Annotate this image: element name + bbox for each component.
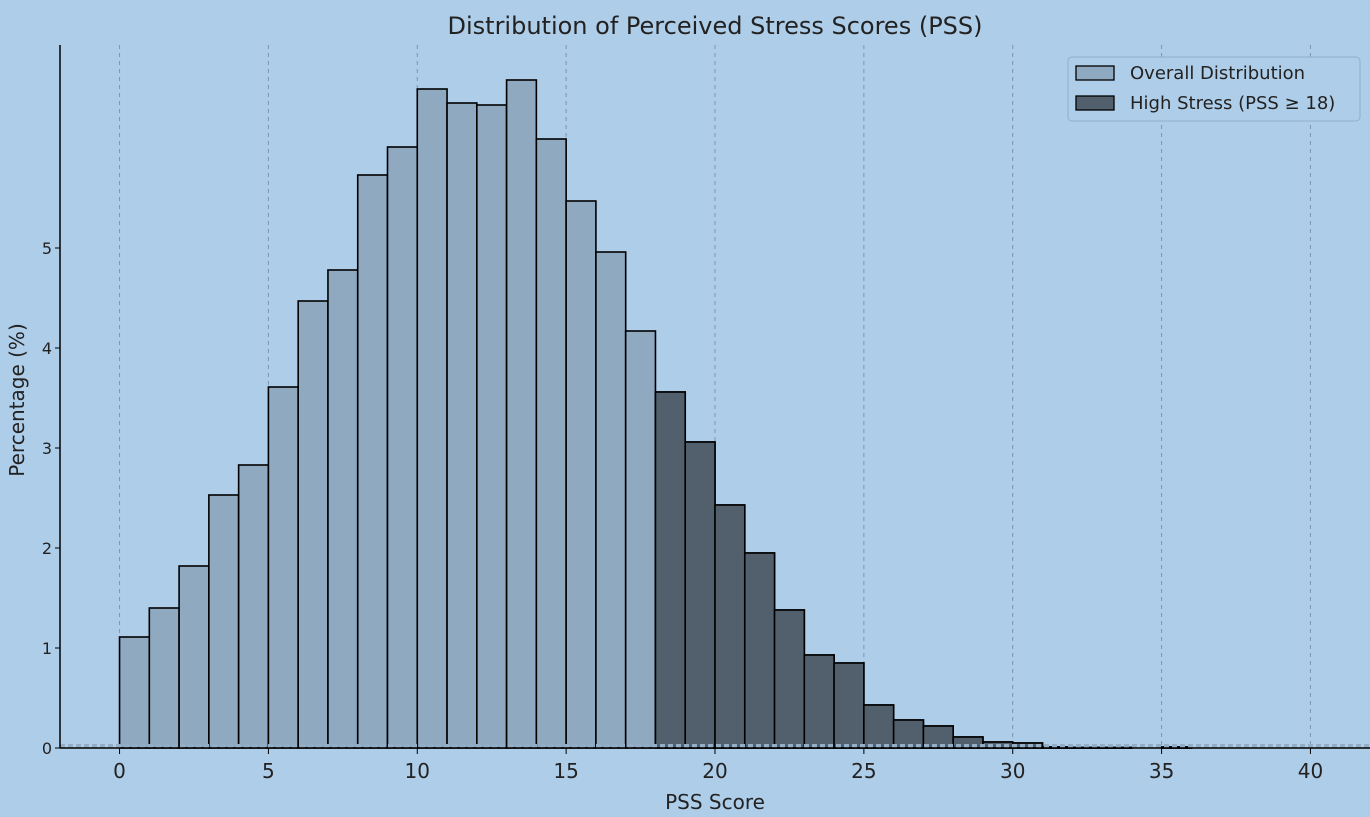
overall-bar <box>148 607 180 749</box>
y-tick-label: 5 <box>42 239 52 258</box>
overall-bar <box>505 79 538 749</box>
high-stress-bar <box>684 441 716 749</box>
overall-bar <box>118 636 151 749</box>
y-tick-label: 4 <box>42 339 52 358</box>
high-stress-bar <box>833 662 865 749</box>
legend-label-overall: Overall Distribution <box>1130 63 1305 84</box>
overall-bar <box>476 104 508 749</box>
overall-bar <box>386 146 419 749</box>
overall-bar <box>416 88 448 749</box>
overall-bar <box>535 138 567 749</box>
overall-bar <box>446 102 478 749</box>
legend: Overall Distribution High Stress (PSS ≥ … <box>1067 56 1361 122</box>
legend-box <box>1067 56 1361 122</box>
high-stress-bar <box>892 719 925 749</box>
overall-bar <box>624 330 657 749</box>
overall-bar <box>267 386 299 749</box>
bars <box>60 79 1370 749</box>
overall-bar <box>297 300 329 749</box>
overall-bar <box>237 464 270 749</box>
x-tick-label: 5 <box>262 759 275 783</box>
x-ticks: 0 5 10 15 20 25 30 35 40 <box>113 748 1323 783</box>
overall-bar <box>327 269 359 749</box>
x-tick-label: 20 <box>702 759 727 783</box>
x-tick-label: 0 <box>113 759 126 783</box>
x-tick-label: 25 <box>851 759 876 783</box>
high-stress-bar <box>863 704 895 749</box>
overall-bar <box>356 174 389 749</box>
high-stress-bar <box>654 391 687 749</box>
x-tick-label: 10 <box>405 759 430 783</box>
overall-bar <box>565 200 597 749</box>
chart-title: Distribution of Perceived Stress Scores … <box>448 12 983 40</box>
high-stress-bar <box>714 504 746 749</box>
y-tick-label: 1 <box>42 639 52 658</box>
legend-label-high-stress: High Stress (PSS ≥ 18) <box>1130 93 1335 114</box>
high-stress-bar <box>773 609 806 749</box>
y-tick-label: 0 <box>42 739 52 758</box>
high-stress-bar <box>803 654 835 749</box>
x-tick-label: 35 <box>1149 759 1174 783</box>
y-axis-label: Percentage (%) <box>5 323 29 476</box>
overall-bar <box>178 565 210 749</box>
x-tick-label: 30 <box>1000 759 1025 783</box>
x-tick-label: 40 <box>1298 759 1323 783</box>
overall-bar <box>208 494 240 749</box>
legend-swatch-high-stress <box>1075 95 1115 111</box>
y-ticks: 0 1 2 3 4 5 <box>42 239 60 758</box>
legend-swatch-overall <box>1075 65 1115 81</box>
y-tick-label: 3 <box>42 439 52 458</box>
high-stress-bar <box>743 552 776 749</box>
y-tick-label: 2 <box>42 539 52 558</box>
x-axis-label: PSS Score <box>665 790 765 814</box>
overall-bar <box>595 251 627 749</box>
x-tick-label: 15 <box>553 759 578 783</box>
